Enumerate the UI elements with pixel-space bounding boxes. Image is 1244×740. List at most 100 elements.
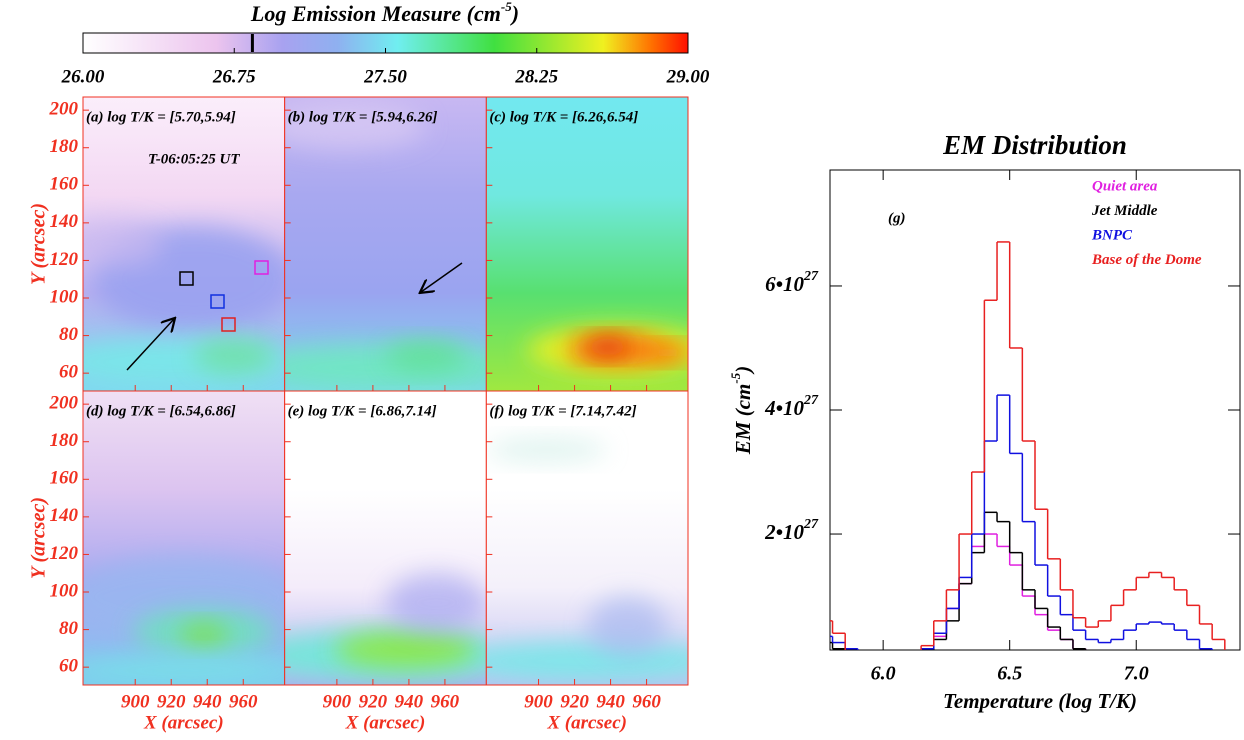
y-tick-label: 140 xyxy=(50,211,79,232)
legend-entry: Quiet area xyxy=(1092,178,1158,194)
chart-title: EM Distribution xyxy=(942,130,1127,160)
region-box xyxy=(221,317,236,332)
map-feature xyxy=(643,343,689,362)
map-feature xyxy=(583,336,632,358)
map-panel xyxy=(83,391,285,685)
timestamp: T-06:05:25 UT xyxy=(148,151,240,167)
map-panel xyxy=(83,97,285,391)
x-axis-label: X (arcsec) xyxy=(143,712,224,733)
panel-label: (c) log T/K = [6.26,6.54] xyxy=(489,109,638,125)
colorbar-tick-label: 26.75 xyxy=(212,66,256,87)
y-axis-label-part: ) xyxy=(731,366,755,375)
x-tick-label: 920 xyxy=(157,691,186,712)
colorbar-tick-label: 27.50 xyxy=(363,66,407,87)
y-axis-label-part: -5 xyxy=(728,372,743,383)
y-tick-label: 200 xyxy=(49,99,79,120)
map-panel xyxy=(486,97,689,391)
y-axis-label: Y (arcsec) xyxy=(28,203,50,285)
y-tick-label: 4•1027 xyxy=(764,393,819,420)
x-tick-label: 960 xyxy=(229,691,258,712)
step-riser xyxy=(831,241,1226,650)
map-feature xyxy=(179,623,229,647)
x-tick-label: 940 xyxy=(395,691,424,712)
map-feature xyxy=(486,438,608,462)
panel-label: (e) log T/K = [6.86,7.14] xyxy=(288,403,437,419)
x-tick-label: 960 xyxy=(632,691,661,712)
plot-area xyxy=(830,241,1226,650)
legend-entry: BNPC xyxy=(1091,227,1133,243)
map-panel xyxy=(284,97,487,391)
x-axis-label: X (arcsec) xyxy=(546,712,627,733)
panel-label: (d) log T/K = [6.54,6.86] xyxy=(86,403,236,419)
map-panel xyxy=(486,391,689,685)
y-tick-label: 80 xyxy=(59,324,79,345)
y-tick-label: 180 xyxy=(50,136,79,157)
map-feature xyxy=(284,343,487,391)
x-tick-label: 6.5 xyxy=(997,663,1022,685)
legend-entry: Base of the Dome xyxy=(1091,252,1202,268)
arrow xyxy=(421,262,463,292)
x-tick-label: 940 xyxy=(193,691,222,712)
panel-label: (b) log T/K = [5.94,6.26] xyxy=(288,109,438,125)
y-tick-label: 2•1027 xyxy=(764,517,819,544)
plot-frame xyxy=(829,169,1241,651)
map-feature xyxy=(83,655,285,685)
y-tick-label: 100 xyxy=(50,286,79,307)
y-tick-label-base: 2•10 xyxy=(764,520,804,544)
legend-entry: Jet Middle xyxy=(1091,203,1158,219)
y-tick-label-base: 6•10 xyxy=(765,272,804,296)
colorbar-tick-label: 28.25 xyxy=(514,66,558,87)
y-tick-label-base: 4•10 xyxy=(764,396,804,420)
y-tick-label-power: 27 xyxy=(803,517,819,532)
panel-label: (f) log T/K = [7.14,7.42] xyxy=(489,403,636,419)
x-tick-label: 920 xyxy=(359,691,388,712)
y-axis-label-part: EM (cm xyxy=(731,384,755,456)
map-feature xyxy=(587,596,668,656)
arrow xyxy=(126,319,174,371)
x-axis-label: X (arcsec) xyxy=(345,712,426,733)
y-tick-label: 60 xyxy=(59,656,79,677)
region-box xyxy=(179,271,194,286)
x-tick-label: 940 xyxy=(596,691,625,712)
map-feature xyxy=(385,341,467,371)
y-axis-label: EM (cm-5) xyxy=(728,366,755,455)
y-tick-label-power: 27 xyxy=(803,393,819,408)
x-tick-label: 900 xyxy=(524,691,553,712)
y-tick-label: 120 xyxy=(50,543,79,564)
y-tick-label: 180 xyxy=(50,430,79,451)
y-tick-label: 80 xyxy=(59,618,79,639)
x-axis-label: Temperature (log T/K) xyxy=(943,689,1137,713)
y-axis-label: Y (arcsec) xyxy=(28,497,50,579)
region-box xyxy=(254,260,269,275)
map-feature xyxy=(335,632,477,668)
x-tick-label: 920 xyxy=(560,691,589,712)
map-panel xyxy=(284,391,487,685)
colorbar-tick-label: 29.00 xyxy=(666,66,710,87)
x-tick-label: 7.0 xyxy=(1124,663,1149,685)
panel-label: (g) xyxy=(888,210,906,226)
step-riser xyxy=(831,395,1213,650)
y-tick-label: 120 xyxy=(50,249,79,270)
panel-label: (a) log T/K = [5.70,5.94] xyxy=(86,109,236,125)
colorbar-title: Log Emission Measure (cm-5) xyxy=(250,0,519,26)
x-tick-label: 960 xyxy=(431,691,460,712)
region-box xyxy=(210,294,225,309)
map-feature xyxy=(385,573,487,633)
y-tick-label: 140 xyxy=(50,505,79,526)
x-tick-label: 900 xyxy=(121,691,150,712)
y-tick-label-power: 27 xyxy=(803,269,819,284)
y-tick-label: 6•1027 xyxy=(765,269,819,296)
x-tick-label: 6.0 xyxy=(871,663,896,685)
y-tick-label: 200 xyxy=(49,393,79,414)
y-tick-label: 160 xyxy=(50,174,79,195)
panel-frame xyxy=(485,390,689,686)
y-tick-label: 60 xyxy=(59,362,79,383)
map-feature xyxy=(83,220,164,268)
map-feature xyxy=(193,338,275,374)
y-tick-label: 160 xyxy=(50,468,79,489)
y-tick-label: 100 xyxy=(50,580,79,601)
colorbar-tick-label: 26.00 xyxy=(61,66,105,87)
x-tick-label: 900 xyxy=(323,691,352,712)
map-feature xyxy=(284,102,426,150)
